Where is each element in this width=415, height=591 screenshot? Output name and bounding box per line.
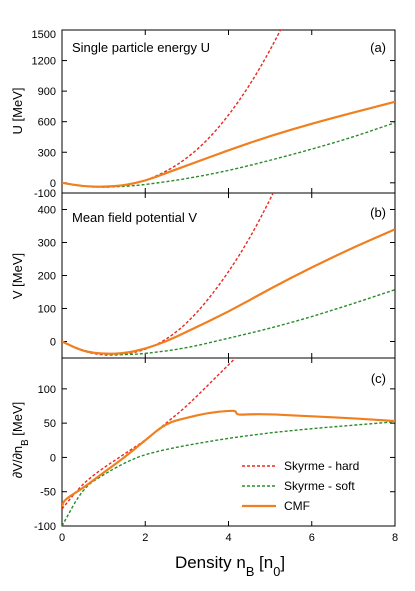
panel-c-y-ticks: -100 -50 0 50 100 (34, 384, 395, 533)
series-line-skyrme-hard (62, 30, 282, 188)
panel-b-y-ticks: 0 100 200 300 400 (38, 205, 395, 349)
panel-a-tag: (a) (370, 40, 386, 55)
series-line-skyrme-soft (62, 122, 395, 188)
panel-c-tag: (c) (371, 371, 386, 386)
panel-b-ylabel: V [MeV] (10, 253, 25, 299)
y-tick-label: 1200 (32, 56, 56, 68)
x-tick-label: 0 (59, 532, 65, 544)
legend-label-cmf: CMF (284, 499, 310, 513)
series-line-cmf (62, 409, 395, 508)
panel-c-frame (61, 357, 396, 527)
panel-b-x-ticks (61, 193, 396, 358)
panel-c: (c) ∂V/∂nB [MeV] -100 -50 0 50 100 0 2 4 6 8 Sky… (10, 357, 398, 544)
series-line-skyrme-hard (62, 193, 274, 356)
legend-label-skyrme-hard: Skyrme - hard (284, 459, 359, 473)
legend-label-skyrme-soft: Skyrme - soft (284, 479, 355, 493)
series-line-skyrme-soft (62, 421, 395, 526)
y-tick-label: 50 (44, 418, 56, 430)
panel-b-series (62, 193, 395, 356)
y-tick-label: 0 (50, 452, 56, 464)
y-tick-label: 100 (38, 304, 56, 316)
panel-b-tag: (b) (370, 205, 386, 220)
panel-b: Mean field potential V (b) V [MeV] 0 100 2… (10, 192, 396, 359)
legend: Skyrme - hard Skyrme - soft CMF (242, 459, 359, 513)
y-tick-label: 200 (38, 271, 56, 283)
series-line-cmf (62, 100, 395, 188)
panel-c-ylabel: ∂V/∂nB [MeV] (10, 402, 31, 478)
panel-c-series (62, 358, 395, 526)
y-tick-label: 300 (38, 238, 56, 250)
y-tick-label: -50 (40, 487, 56, 499)
panel-c-x-ticks: 0 2 4 6 8 (59, 358, 398, 544)
x-tick-label: 4 (225, 532, 231, 544)
y-tick-label: 600 (38, 117, 56, 129)
panel-a-x-ticks (61, 30, 396, 193)
panel-a-title: Single particle energy U (72, 40, 210, 55)
panel-a-ylabel: U [MeV] (10, 88, 25, 135)
y-tick-label: 100 (38, 384, 56, 396)
y-tick-label: 400 (38, 205, 56, 217)
series-line-cmf (62, 228, 395, 355)
panel-a: Single particle energy U (a) U [MeV] -10… (10, 29, 396, 200)
y-tick-label: 300 (38, 147, 56, 159)
x-tick-label: 8 (392, 532, 398, 544)
y-tick-label: 0 (50, 337, 56, 349)
y-tick-label: -100 (34, 521, 56, 533)
y-tick-label: 0 (50, 178, 56, 190)
panel-b-title: Mean field potential V (72, 210, 197, 225)
x-tick-label: 2 (142, 532, 148, 544)
x-tick-label: 6 (309, 532, 315, 544)
panel-a-series (62, 30, 395, 188)
y-tick-label: 900 (38, 86, 56, 98)
y-tick-label: -100 (34, 188, 56, 200)
series-line-skyrme-soft (62, 289, 395, 356)
y-tick-label: 1500 (32, 29, 56, 41)
x-axis-title: Density nB [n0] (175, 553, 285, 579)
